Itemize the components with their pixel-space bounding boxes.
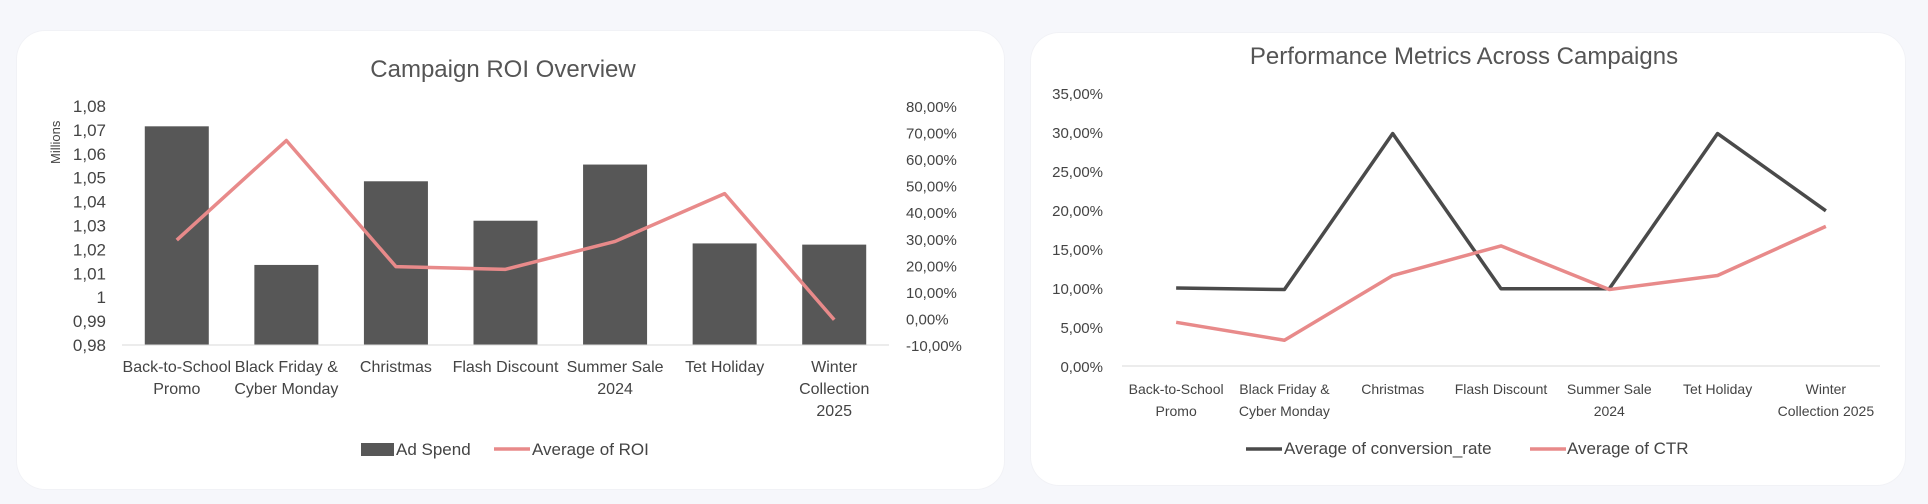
left-axis-tick: 1,02 — [73, 240, 106, 259]
category-label: Collection 2025 — [1778, 403, 1875, 419]
category-label: Flash Discount — [1455, 381, 1548, 397]
right-axis-tick: 40,00% — [906, 205, 957, 222]
left-axis-tick: 1,08 — [73, 97, 106, 116]
category-label: Christmas — [1361, 381, 1424, 397]
y-unit-label: Millions — [48, 120, 63, 164]
legend-ctr: Average of CTR — [1567, 439, 1689, 458]
category-label: Promo — [1156, 403, 1197, 419]
y-axis-tick: 20,00% — [1052, 203, 1103, 220]
right-axis-tick: 20,00% — [906, 258, 957, 275]
legend-swatch-ad-spend — [361, 443, 394, 456]
y-axis-tick: 15,00% — [1052, 242, 1103, 259]
category-label: Collection — [799, 381, 869, 398]
bar-ad-spend — [144, 126, 209, 345]
legend-ad-spend: Ad Spend — [396, 440, 471, 459]
category-label: Cyber Monday — [1239, 403, 1330, 419]
left-axis-tick: 1,04 — [73, 193, 106, 212]
performance-chart: Performance Metrics Across Campaigns 0,00… — [1052, 43, 1880, 458]
left-axis-tick: 1,01 — [73, 264, 106, 283]
chart-title: Performance Metrics Across Campaigns — [1250, 43, 1678, 70]
right-axis-tick: 70,00% — [906, 126, 957, 143]
category-label: Cyber Monday — [234, 381, 338, 398]
line-ctr — [1175, 224, 1827, 343]
category-label: Christmas — [360, 359, 432, 376]
chart-title: Campaign ROI Overview — [370, 56, 636, 83]
category-label: Summer Sale — [567, 359, 664, 376]
left-axis-tick: 1,05 — [73, 169, 106, 188]
y-axis-tick: 25,00% — [1052, 164, 1103, 181]
line-conversion-rate — [1176, 131, 1827, 292]
left-axis-tick: 1,06 — [73, 145, 106, 164]
left-axis-tick: 0,99 — [73, 312, 106, 331]
y-axis-tick: 30,00% — [1052, 125, 1103, 142]
category-label: 2024 — [1594, 403, 1625, 419]
right-axis-tick: 10,00% — [906, 285, 957, 302]
bar-ad-spend — [583, 164, 648, 345]
category-label: Black Friday & — [235, 359, 338, 376]
category-label: Back-to-School — [1129, 381, 1224, 397]
right-axis-tick: 60,00% — [906, 152, 957, 169]
category-label: Summer Sale — [1567, 381, 1652, 397]
left-axis-tick: 1,03 — [73, 217, 106, 236]
left-axis-tick: 1 — [97, 288, 106, 307]
category-label: Tet Holiday — [1683, 381, 1752, 397]
roi-chart: Campaign ROI Overview 0,98 0,99 1 1,01 1,02 1,… — [48, 56, 962, 459]
bar-ad-spend — [254, 264, 319, 345]
category-label: 2025 — [816, 403, 852, 420]
y-axis-tick: 5,00% — [1060, 320, 1103, 337]
legend-conversion-rate: Average of conversion_rate — [1284, 439, 1492, 458]
category-label: Flash Discount — [453, 359, 559, 376]
bar-ad-spend — [363, 181, 428, 345]
y-axis-tick: 10,00% — [1052, 281, 1103, 298]
category-label: Winter — [1806, 381, 1847, 397]
left-axis-tick: 1,07 — [73, 121, 106, 140]
category-label: Winter — [811, 359, 858, 376]
y-axis-tick: 35,00% — [1052, 86, 1103, 103]
category-label: Back-to-School — [123, 359, 232, 376]
right-axis-tick: 50,00% — [906, 179, 957, 196]
category-label: Tet Holiday — [685, 359, 764, 376]
line-average-roi — [175, 138, 836, 321]
y-axis-tick: 0,00% — [1060, 359, 1103, 376]
performance-chart-card — [1031, 33, 1905, 485]
left-axis-tick: 0,98 — [73, 336, 106, 355]
category-label: 2024 — [597, 381, 633, 398]
category-label: Promo — [153, 381, 200, 398]
category-label: Black Friday & — [1239, 381, 1330, 397]
bar-ad-spend — [473, 220, 538, 345]
right-axis-tick: 0,00% — [906, 311, 949, 328]
bar-ad-spend — [692, 243, 757, 345]
right-axis-tick: -10,00% — [906, 338, 962, 355]
legend-average-roi: Average of ROI — [532, 440, 649, 459]
right-axis-tick: 30,00% — [906, 232, 957, 249]
right-axis-tick: 80,00% — [906, 99, 957, 116]
